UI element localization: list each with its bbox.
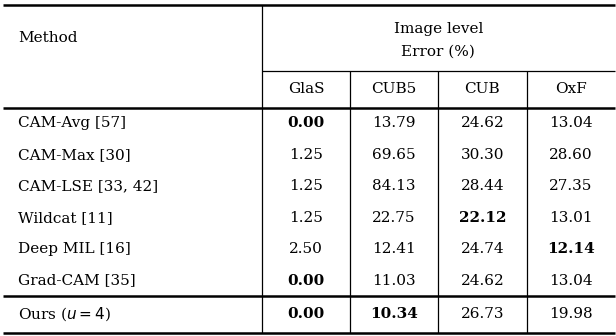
Text: 19.98: 19.98 — [549, 307, 593, 322]
Text: Deep MIL [16]: Deep MIL [16] — [18, 242, 131, 256]
Text: 11.03: 11.03 — [372, 274, 416, 288]
Text: 0.00: 0.00 — [287, 307, 325, 322]
Text: 10.34: 10.34 — [370, 307, 418, 322]
Text: 28.44: 28.44 — [461, 179, 505, 193]
Text: 30.30: 30.30 — [461, 148, 504, 162]
Text: 12.41: 12.41 — [372, 242, 416, 256]
Text: 26.73: 26.73 — [461, 307, 504, 322]
Text: CUB5: CUB5 — [371, 82, 417, 96]
Text: Image level: Image level — [394, 23, 483, 36]
Text: Wildcat [11]: Wildcat [11] — [18, 211, 113, 225]
Text: 1.25: 1.25 — [289, 211, 323, 225]
Text: CAM-Avg [57]: CAM-Avg [57] — [18, 116, 126, 130]
Text: Ours ($u = 4$): Ours ($u = 4$) — [18, 306, 111, 323]
Text: 0.00: 0.00 — [287, 274, 325, 288]
Text: 69.65: 69.65 — [372, 148, 416, 162]
Text: 24.74: 24.74 — [461, 242, 505, 256]
Text: 24.62: 24.62 — [461, 116, 505, 130]
Text: Grad-CAM [35]: Grad-CAM [35] — [18, 274, 136, 288]
Text: 24.62: 24.62 — [461, 274, 505, 288]
Text: 13.04: 13.04 — [549, 274, 593, 288]
Text: CUB: CUB — [464, 82, 500, 96]
Text: Error (%): Error (%) — [402, 44, 475, 58]
Text: 12.14: 12.14 — [547, 242, 594, 256]
Text: 1.25: 1.25 — [289, 179, 323, 193]
Text: 13.79: 13.79 — [373, 116, 416, 130]
Text: GlaS: GlaS — [288, 82, 324, 96]
Text: 27.35: 27.35 — [549, 179, 593, 193]
Text: 28.60: 28.60 — [549, 148, 593, 162]
Text: 2.50: 2.50 — [289, 242, 323, 256]
Text: 22.12: 22.12 — [459, 211, 506, 225]
Text: Method: Method — [18, 31, 78, 45]
Text: 13.04: 13.04 — [549, 116, 593, 130]
Text: 1.25: 1.25 — [289, 148, 323, 162]
Text: CAM-LSE [33, 42]: CAM-LSE [33, 42] — [18, 179, 158, 193]
Text: CAM-Max [30]: CAM-Max [30] — [18, 148, 131, 162]
Text: 84.13: 84.13 — [373, 179, 416, 193]
Text: 0.00: 0.00 — [287, 116, 325, 130]
Text: OxF: OxF — [555, 82, 586, 96]
Text: 22.75: 22.75 — [373, 211, 416, 225]
Text: 13.01: 13.01 — [549, 211, 593, 225]
